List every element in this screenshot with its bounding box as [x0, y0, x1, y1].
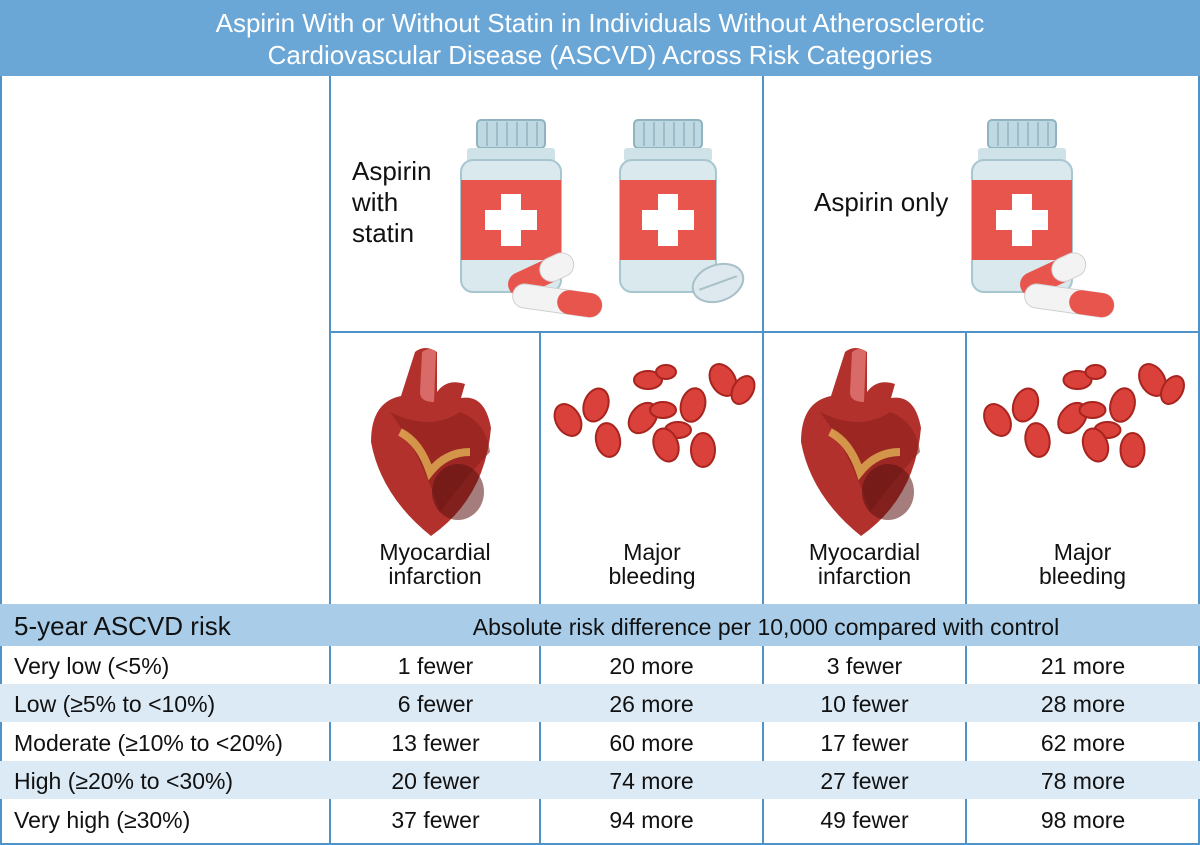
cell-statin-bleeding: 20 more	[609, 653, 694, 679]
mi-caption-aspirin: Myocardial infarction	[764, 540, 965, 588]
mi-caption-line-2: infarction	[388, 563, 482, 589]
table-row: High (≥20% to <30%) 20 fewer 74 more 27 …	[0, 761, 1200, 799]
table-row: Very low (<5%) 1 fewer 20 more 3 fewer 2…	[0, 646, 1200, 684]
risk-category: Very high (≥30%)	[14, 807, 191, 833]
cell-aspirin-mi: 10 fewer	[820, 691, 909, 717]
cell-statin-bleeding: 26 more	[609, 691, 694, 717]
risk-category: Moderate (≥10% to <20%)	[14, 730, 283, 756]
table-row: Low (≥5% to <10%) 6 fewer 26 more 10 few…	[0, 684, 1200, 722]
bleeding-caption-line-2: bleeding	[1039, 563, 1126, 589]
cell-statin-bleeding: 60 more	[609, 730, 694, 756]
border-bottom	[0, 843, 1200, 845]
risk-difference-header: Absolute risk difference per 10,000 comp…	[472, 614, 1060, 640]
cell-aspirin-bleeding: 78 more	[1040, 768, 1126, 794]
mi-caption-line-1: Myocardial	[808, 539, 921, 565]
cell-aspirin-bleeding: 62 more	[1040, 730, 1126, 756]
cell-aspirin-mi: 3 fewer	[826, 653, 903, 679]
medicine-bottle-icon	[619, 119, 745, 304]
bleeding-caption-line-1: Major	[1053, 539, 1112, 565]
cell-statin-mi: 37 fewer	[391, 807, 480, 833]
capsule-icon	[508, 252, 603, 318]
cell-aspirin-bleeding: 98 more	[1040, 807, 1126, 833]
title-bar: Aspirin With or Without Statin in Indivi…	[0, 0, 1200, 76]
table-row: Moderate (≥10% to <20%) 13 fewer 60 more…	[0, 723, 1200, 761]
statin-label-line-1: Aspirin	[352, 156, 432, 186]
cell-statin-mi: 20 fewer	[391, 768, 480, 794]
risk-category: High (≥20% to <30%)	[14, 768, 234, 794]
bleeding-caption-line-2: bleeding	[608, 563, 696, 589]
cell-aspirin-bleeding: 21 more	[1040, 653, 1126, 679]
cell-statin-mi: 1 fewer	[397, 653, 474, 679]
heart-icon	[801, 348, 921, 536]
divider-col-3	[762, 76, 764, 845]
border-right	[1198, 76, 1200, 845]
risk-column-header: 5-year ASCVD risk	[14, 611, 231, 641]
divider-row-images	[329, 331, 1200, 333]
table-header: 5-year ASCVD risk Absolute risk differen…	[0, 604, 1200, 646]
divider-col-1	[329, 76, 331, 845]
table-row: Very high (≥30%) 37 fewer 94 more 49 few…	[0, 800, 1200, 838]
border-left	[0, 76, 2, 845]
red-blood-cell-icon	[983, 363, 1185, 468]
medicine-bottle-icon	[971, 119, 1073, 293]
red-blood-cell-icon	[553, 363, 756, 468]
cell-aspirin-mi: 17 fewer	[820, 730, 909, 756]
aspirin-only-label: Aspirin only	[814, 187, 949, 217]
title-line-1: Aspirin With or Without Statin in Indivi…	[215, 8, 985, 38]
cell-aspirin-mi: 27 fewer	[820, 768, 909, 794]
cell-aspirin-bleeding: 28 more	[1040, 691, 1126, 717]
bleeding-caption-statin: Major bleeding	[541, 540, 763, 588]
mi-caption-line-1: Myocardial	[379, 539, 491, 565]
heart-icon	[371, 348, 491, 536]
statin-label-line-3: statin	[352, 218, 415, 248]
mi-caption-statin: Myocardial infarction	[331, 540, 539, 588]
mi-caption-line-2: infarction	[817, 563, 912, 589]
divider-col-4-lower	[965, 646, 967, 845]
cell-statin-bleeding: 94 more	[609, 807, 694, 833]
divider-col-2-lower	[539, 646, 541, 845]
capsule-icon	[1020, 252, 1115, 318]
risk-category: Very low (<5%)	[14, 653, 170, 679]
medicine-bottle-icon	[460, 119, 562, 293]
risk-category: Low (≥5% to <10%)	[14, 691, 216, 717]
cell-statin-mi: 13 fewer	[391, 730, 480, 756]
divider-col-2-upper	[539, 332, 541, 604]
divider-col-4-upper	[965, 332, 967, 604]
bleeding-caption-line-1: Major	[623, 539, 681, 565]
cell-statin-mi: 6 fewer	[397, 691, 474, 717]
bleeding-caption-aspirin: Major bleeding	[967, 540, 1198, 588]
cell-statin-bleeding: 74 more	[609, 768, 694, 794]
statin-group-label: Aspirin with statin	[352, 156, 431, 249]
title-line-2: Cardiovascular Disease (ASCVD) Across Ri…	[267, 40, 933, 70]
cell-aspirin-mi: 49 fewer	[820, 807, 909, 833]
statin-label-line-2: with	[352, 187, 399, 217]
